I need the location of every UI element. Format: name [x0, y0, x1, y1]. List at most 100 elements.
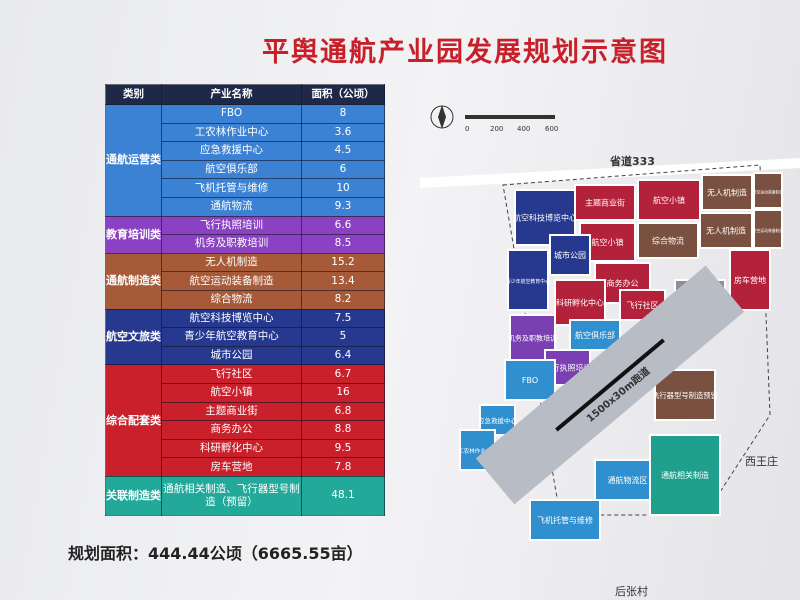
zone-label: FBO	[522, 376, 538, 385]
table-row: 城市公园 6.4	[105, 345, 385, 366]
zone-label: 城市公园	[554, 250, 586, 260]
category-cell: 教育培训类	[105, 215, 162, 254]
industry-name: 应急救援中心	[161, 141, 302, 161]
area-value: 10	[301, 178, 385, 198]
table-row: 科研孵化中心 9.5	[105, 438, 385, 459]
industry-name: 综合物流	[161, 289, 302, 310]
category-cell: 关联制造类	[105, 475, 162, 516]
map-zone: 飞行器型号制造预留	[652, 369, 718, 421]
zone-label: 飞行器型号制造预留	[652, 391, 718, 400]
zone-label: 航空运动装备制造	[753, 228, 784, 233]
area-value: 3.6	[301, 122, 385, 143]
zone-label: 航空运动装备制造	[753, 190, 784, 195]
table-row: 航空运动装备制造 13.4	[105, 271, 385, 291]
zone-label: 航空小镇	[592, 237, 624, 247]
area-value: 6.4	[301, 345, 385, 366]
map-zone: 城市公园	[549, 234, 591, 276]
zone-label: 飞机托管与维修	[537, 515, 593, 525]
industry-name: 航空俱乐部	[161, 159, 302, 180]
area-value: 9.5	[301, 438, 385, 459]
industry-name: 通航物流	[161, 196, 302, 217]
zone-label: 房车营地	[734, 275, 766, 285]
area-value: 8.5	[301, 234, 385, 254]
zone-label: 航空小镇	[653, 195, 685, 205]
industry-name: 科研孵化中心	[161, 438, 302, 459]
map-zone: 科研孵化中心	[554, 279, 606, 326]
zone-label: 主题商业街	[585, 198, 625, 208]
area-value: 6.8	[301, 401, 385, 422]
industry-name: 飞行社区	[161, 364, 302, 384]
zone-label: 商务办公	[607, 278, 639, 288]
map-zone: 综合物流	[637, 222, 699, 259]
table-row: 工农林作业中心 3.6	[105, 122, 385, 143]
category-cell: 航空文旅类	[105, 308, 162, 366]
map-zone: 航空运动装备制造	[753, 209, 784, 249]
area-value: 8.8	[301, 420, 385, 440]
village-label: 后张村	[615, 584, 648, 598]
zone-label: 航空俱乐部	[575, 330, 615, 340]
header-area: 面积（公顷）	[301, 84, 385, 105]
industry-name: 航空小镇	[161, 382, 302, 403]
table-row: 主题商业街 6.8	[105, 401, 385, 422]
zone-label: 科研孵化中心	[556, 298, 604, 308]
map-zone: 房车营地	[729, 249, 771, 311]
area-value: 6.6	[301, 215, 385, 236]
map-zone: 航空小镇	[637, 179, 701, 221]
area-value: 4.5	[301, 141, 385, 161]
header-category: 类别	[105, 84, 162, 105]
table-row: 教育培训类 飞行执照培训 6.6	[105, 215, 385, 254]
area-value: 13.4	[301, 271, 385, 291]
map-zone: 无人机制造	[701, 174, 753, 211]
industry-name: 机务及职教培训	[161, 234, 302, 254]
zone-label: 无人机制造	[707, 188, 747, 198]
table-row: 商务办公 8.8	[105, 420, 385, 440]
industry-name: 航空运动装备制造	[161, 271, 302, 291]
scale-bar: 0 200 400 600	[465, 115, 558, 133]
scale-tick: 0	[465, 125, 469, 133]
industry-name: FBO	[161, 104, 302, 124]
zone-label: 机务及职教培训	[508, 334, 557, 343]
map-zone: 飞机托管与维修	[529, 499, 601, 541]
table-row: 通航制造类 无人机制造 15.2	[105, 252, 385, 310]
zone-label: 综合物流	[652, 236, 684, 246]
zone-label: 通航相关制造	[661, 470, 709, 480]
industry-name: 主题商业街	[161, 401, 302, 422]
industry-name: 通航相关制造、飞行器型号制造（预留）	[161, 475, 302, 516]
industry-name: 商务办公	[161, 420, 302, 440]
page-title: 平舆通航产业园发展规划示意图	[262, 37, 668, 68]
runway: 1500x30m跑道	[475, 265, 745, 505]
industry-name: 无人机制造	[161, 252, 302, 273]
zone-label: 航空科技博览中心	[513, 213, 577, 223]
table-row: 青少年航空教育中心 5	[105, 327, 385, 347]
area-value: 16	[301, 382, 385, 403]
village-label: 西王庄	[745, 454, 778, 468]
scale-tick: 200	[490, 125, 503, 133]
zone-label: 飞行社区	[627, 300, 659, 310]
area-value: 15.2	[301, 252, 385, 273]
header-name: 产业名称	[161, 84, 302, 105]
area-value: 9.3	[301, 196, 385, 217]
zone-label: 工农林作业中心	[458, 447, 497, 455]
area-value: 5	[301, 327, 385, 347]
industry-name: 工农林作业中心	[161, 122, 302, 143]
category-cell: 通航制造类	[105, 252, 162, 310]
area-value: 8	[301, 104, 385, 124]
map-zone: 飞行社区	[619, 289, 666, 321]
area-value: 7.8	[301, 457, 385, 477]
area-value: 6	[301, 159, 385, 180]
table-row: 通航运营类 FBO 8	[105, 104, 385, 217]
category-cell: 综合配套类	[105, 364, 162, 477]
area-value: 6.7	[301, 364, 385, 384]
table-row: 综合物流 8.2	[105, 289, 385, 310]
industry-name: 航空科技博览中心	[161, 308, 302, 329]
map-zone: 无人机制造	[699, 212, 753, 249]
total-area: 规划面积：444.44公顷（6665.55亩）	[68, 544, 363, 563]
map-zone: 主题商业街	[574, 184, 636, 221]
table-row: 航空小镇 16	[105, 382, 385, 403]
table-row: 航空文旅类 航空科技博览中心 7.5	[105, 308, 385, 366]
industry-name: 青少年航空教育中心	[161, 327, 302, 347]
table-header: 类别 产业名称 面积（公顷）	[105, 84, 385, 105]
zone-label: 飞行执照培训	[544, 363, 592, 373]
zone-label: 应急救援中心	[478, 416, 517, 425]
